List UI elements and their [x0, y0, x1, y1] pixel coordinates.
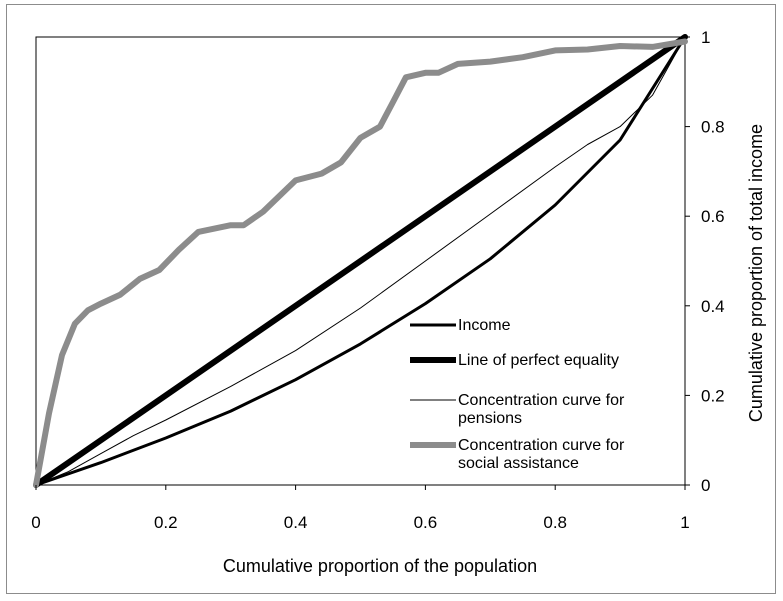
y-tick-label: 0.4	[701, 297, 725, 316]
legend-label-2: Concentration curve for pensions	[458, 392, 625, 427]
legend-label-1: Line of perfect equality	[458, 352, 619, 369]
series-line-2	[35, 36, 686, 486]
x-tick-label: 1	[680, 513, 689, 532]
series-line-0	[34, 35, 687, 487]
x-axis-title: Cumulative proportion of the population	[223, 556, 537, 576]
chart-frame	[6, 4, 776, 594]
y-tick-label: 0.8	[701, 118, 725, 137]
x-tick-label: 0.2	[154, 513, 178, 532]
x-tick-label: 0.8	[543, 513, 567, 532]
y-tick-label: 0	[701, 476, 710, 495]
y-tick-label: 1	[701, 28, 710, 47]
y-tick-label: 0.6	[701, 207, 725, 226]
y-axis: 0 0.2 0.4 0.6 0.8 1	[685, 28, 725, 495]
plot-area	[35, 36, 686, 486]
series-line-3	[33, 38, 688, 488]
y-axis-title: Cumulative proportion of total income	[746, 124, 766, 422]
y-tick-label: 0.2	[701, 386, 725, 405]
series-line-1	[33, 34, 688, 488]
x-axis: 0 0.2 0.4 0.6 0.8 1	[31, 485, 690, 532]
x-tick-label: 0	[31, 513, 40, 532]
legend-label-0: Income	[458, 317, 511, 334]
legend: Income Line of perfect equality Concentrat…	[410, 317, 625, 472]
plot-border	[35, 36, 686, 486]
legend-label-3: Concentration curve for social assistance	[458, 437, 625, 472]
x-tick-label: 0.4	[284, 513, 308, 532]
series-layer	[33, 34, 688, 488]
x-tick-label: 0.6	[414, 513, 438, 532]
